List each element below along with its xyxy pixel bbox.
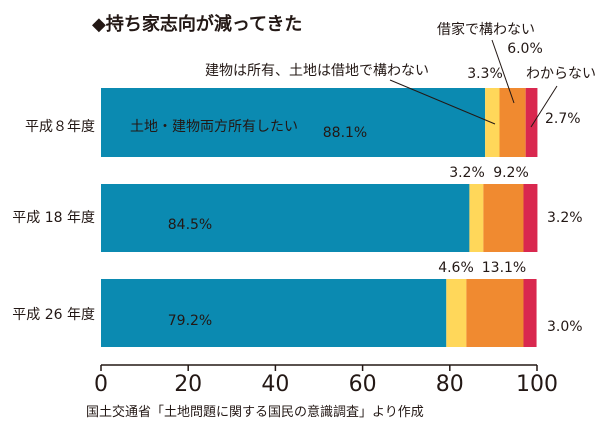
x-tick-label: 40	[261, 372, 289, 397]
bars-group	[101, 88, 538, 347]
x-tick-label: 0	[94, 372, 108, 397]
series-callout-3: 借家で構わない	[437, 21, 535, 38]
callout-leader-line	[389, 79, 496, 125]
data-label-s2-r3: 4.6%	[438, 260, 474, 276]
inside-bar-series-label: 土地・建物両方所有したい	[130, 119, 298, 135]
series-callout-4: わからない	[526, 66, 596, 82]
category-label: 平成８年度	[25, 119, 95, 135]
x-axis-ticks: 0 20 40 60 80 100	[94, 365, 558, 397]
data-label-s3-r2: 9.2%	[493, 165, 529, 181]
category-label: 平成 18 年度	[12, 210, 95, 226]
x-tick-label: 80	[436, 372, 464, 397]
bar-segment-2-2	[469, 184, 484, 252]
bar-segment-1-1	[101, 88, 486, 157]
data-label-s2-r1: 3.3%	[467, 66, 503, 82]
bar-segment-3-3	[466, 279, 524, 347]
series-callout-2: 建物は所有、土地は借地で構わない	[205, 63, 429, 79]
data-label-s4-r1: 2.7%	[545, 111, 581, 127]
bar-segment-3-4	[523, 279, 537, 347]
data-label-s3-r1: 6.0%	[507, 41, 543, 57]
data-label-s1-r2: 84.5%	[168, 217, 212, 233]
bar-segment-3-1	[101, 279, 447, 347]
data-label-s4-r2: 3.2%	[547, 210, 583, 226]
source-note: 国土交通省「土地問題に関する国民の意識調査」より作成	[86, 404, 424, 420]
data-label-s1-r1: 88.1%	[323, 125, 367, 141]
x-tick-label: 60	[349, 372, 377, 397]
callout-leader-line	[491, 39, 515, 104]
bar-segment-2-3	[483, 184, 524, 252]
data-label-s4-r3: 3.0%	[547, 319, 583, 335]
x-tick-label: 100	[516, 372, 558, 397]
callout-leader-line	[530, 85, 558, 128]
x-tick-label: 20	[174, 372, 202, 397]
bar-segment-2-1	[101, 184, 470, 252]
bar-segment-1-4	[525, 88, 538, 157]
chart-title: ◆持ち家志向が減ってきた	[92, 13, 302, 35]
bar-segment-3-2	[446, 279, 467, 347]
category-label: 平成 26 年度	[12, 307, 95, 323]
data-label-s2-r2: 3.2%	[449, 165, 485, 181]
data-label-s1-r3: 79.2%	[168, 313, 212, 329]
bar-segment-2-4	[523, 184, 538, 252]
data-label-s3-r3: 13.1%	[482, 260, 526, 276]
